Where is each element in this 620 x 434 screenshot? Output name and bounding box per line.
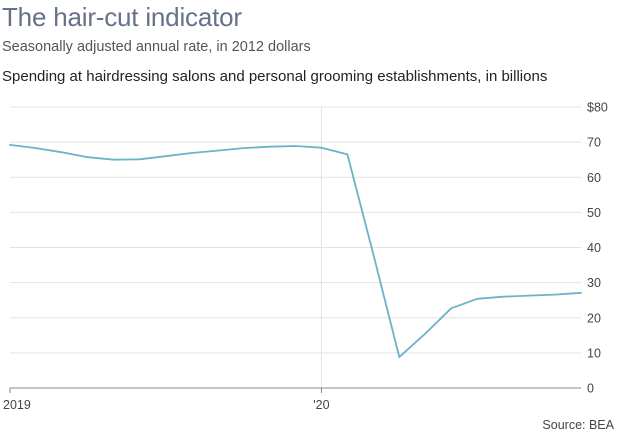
chart-title: The hair-cut indicator [2,2,242,32]
data-point [216,149,220,153]
data-point [164,154,168,158]
data-point [34,146,38,150]
data-point [242,146,246,150]
series-line [9,144,582,358]
x-tick-label: 2019 [3,398,31,412]
data-point [553,293,557,297]
data-point [501,295,505,299]
y-tick-label: $80 [587,101,608,115]
chart-subtitle: Seasonally adjusted annual rate, in 2012… [2,39,311,55]
y-tick-label: 0 [587,382,594,396]
y-tick-label: 60 [587,171,601,185]
data-point [449,306,453,310]
x-tick-label: '20 [313,398,329,412]
data-point [268,145,272,149]
y-tick-label: 20 [587,311,601,325]
data-point [371,253,375,257]
y-tick-label: 70 [587,136,601,150]
data-point [527,294,531,298]
y-tick-label: 40 [587,241,601,255]
source-note: Source: BEA [542,418,614,432]
data-point [345,152,349,156]
data-point [475,297,479,301]
data-point [8,143,12,147]
data-point [579,291,583,295]
y-tick-label: 30 [587,276,601,290]
data-point [319,146,323,150]
series-description: Spending at hairdressing salons and pers… [2,68,548,85]
data-point [423,332,427,336]
data-point [86,155,90,159]
data-point [138,157,142,161]
data-point [397,355,401,359]
data-point [60,150,64,154]
data-point [112,158,116,162]
y-tick-label: 10 [587,346,601,360]
data-point [190,151,194,155]
data-point [294,144,298,148]
y-tick-label: 50 [587,206,601,220]
